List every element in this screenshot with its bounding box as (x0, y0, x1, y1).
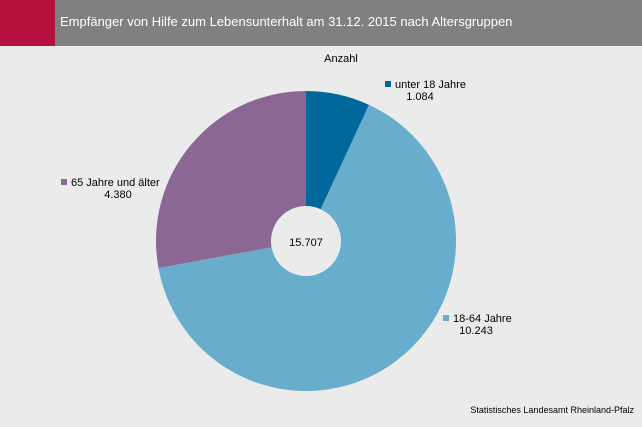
slice-value-3: 4.380 (104, 189, 132, 201)
slice-value-1: 1.084 (406, 91, 434, 103)
header-bar: Empfänger von Hilfe zum Lebensunterhalt … (0, 0, 642, 46)
source-note: Statistisches Landesamt Rheinland-Pfalz (470, 405, 634, 415)
slice-marker-3 (61, 179, 67, 185)
total-label: 15.707 (289, 237, 323, 249)
pie-slice-1 (306, 91, 370, 241)
slice-value-2: 10.243 (459, 325, 493, 337)
chart-title: Empfänger von Hilfe zum Lebensunterhalt … (60, 14, 513, 29)
slice-marker-2 (443, 315, 449, 321)
donut-hole (271, 206, 341, 276)
pie-slice-3 (156, 91, 306, 269)
slice-label-1: unter 18 Jahre (395, 79, 466, 91)
chart-area: Anzahl 15.707 unter 18 Jahre 1.084 18-64 J… (0, 46, 642, 422)
brand-accent-block (0, 0, 55, 46)
slice-label-2: 18-64 Jahre (453, 313, 512, 325)
slice-label-3: 65 Jahre und älter (71, 177, 160, 189)
chart-subtitle: Anzahl (324, 53, 358, 65)
slice-marker-1 (385, 81, 391, 87)
